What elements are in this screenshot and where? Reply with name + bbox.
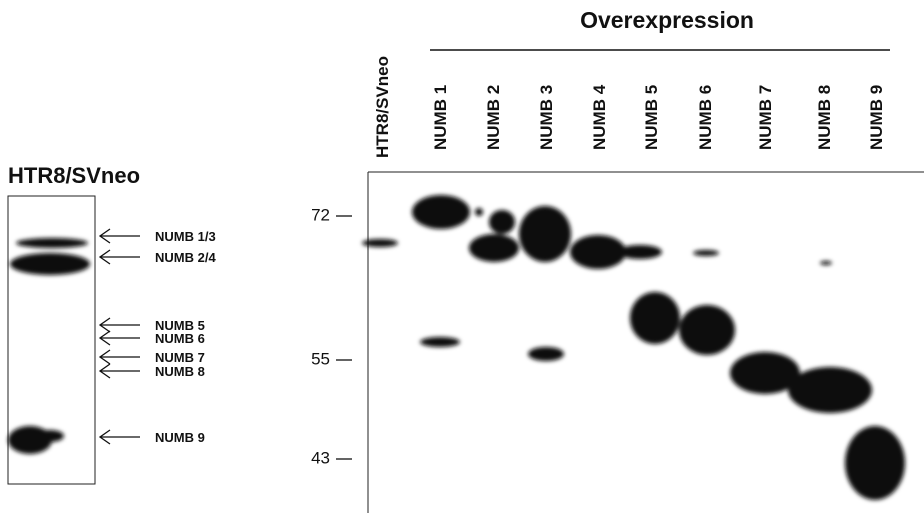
lane-label: NUMB 5 bbox=[642, 85, 661, 150]
markers: 72 55 43 bbox=[311, 205, 352, 467]
blot-bands bbox=[8, 238, 90, 454]
band-label: NUMB 6 bbox=[155, 331, 205, 346]
band-label: NUMB 7 bbox=[155, 350, 205, 365]
lane-label: NUMB 4 bbox=[590, 84, 609, 150]
band-label: NUMB 1/3 bbox=[155, 229, 216, 244]
arrow bbox=[98, 228, 140, 244]
arrow bbox=[98, 249, 140, 265]
band-label: NUMB 8 bbox=[155, 364, 205, 379]
lane-label: NUMB 2 bbox=[484, 85, 503, 150]
panel-header: Overexpression bbox=[580, 7, 754, 33]
arrow bbox=[98, 363, 140, 379]
panel-title: HTR8/SVneo bbox=[8, 163, 140, 188]
blot-bands bbox=[362, 195, 905, 500]
lane-label: NUMB 9 bbox=[867, 85, 886, 150]
arrows bbox=[98, 228, 140, 445]
right-panel: Overexpression HTR8/SVneo NUMB 1 NUMB 2 NUM… bbox=[311, 7, 924, 513]
band-label: NUMB 2/4 bbox=[155, 250, 216, 265]
marker-label: 43 bbox=[311, 448, 330, 467]
arrow bbox=[98, 429, 140, 445]
lane-labels: HTR8/SVneo NUMB 1 NUMB 2 NUMB 3 NUMB 4 NUMB 5… bbox=[373, 56, 886, 158]
marker-label: 55 bbox=[311, 349, 330, 368]
lane-label: NUMB 3 bbox=[537, 85, 556, 150]
arrow bbox=[98, 317, 140, 333]
lane-label: NUMB 6 bbox=[696, 85, 715, 150]
lane-label: NUMB 8 bbox=[815, 85, 834, 150]
band-label: NUMB 9 bbox=[155, 430, 205, 445]
band-label: NUMB 5 bbox=[155, 318, 205, 333]
arrow bbox=[98, 349, 140, 365]
blot-frame bbox=[7, 195, 96, 485]
marker-label: 72 bbox=[311, 205, 330, 224]
arrow bbox=[98, 330, 140, 346]
lane-label: NUMB 7 bbox=[756, 85, 775, 150]
lane-label: HTR8/SVneo bbox=[373, 56, 392, 158]
lane-label: NUMB 1 bbox=[431, 85, 450, 150]
